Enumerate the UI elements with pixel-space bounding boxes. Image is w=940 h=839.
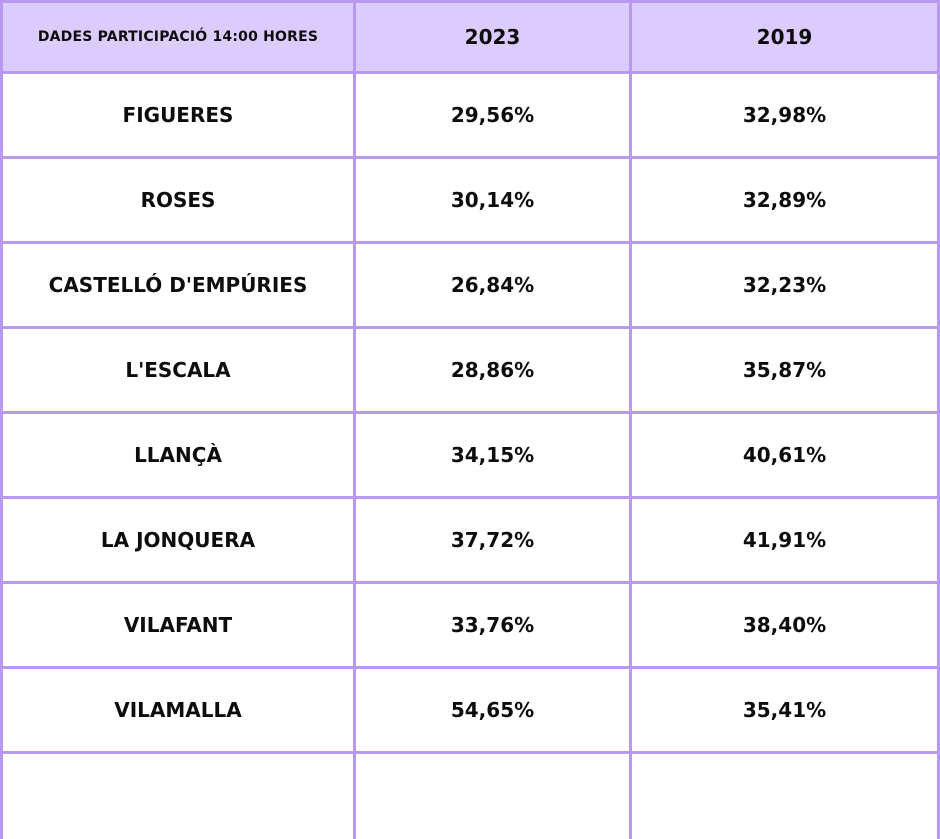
- municipality-cell: ROSES: [0, 159, 356, 244]
- value-2019-cell: 38,40%: [632, 584, 940, 669]
- value-2023-cell: 28,86%: [356, 329, 632, 414]
- value-2019-cell: 32,98%: [632, 74, 940, 159]
- table-row: CASTELLÓ D'EMPÚRIES 26,84% 32,23%: [0, 244, 940, 329]
- table-header-row: DADES PARTICIPACIÓ 14:00 HORES 2023 2019: [0, 0, 940, 74]
- value-2023-cell: 54,65%: [356, 669, 632, 754]
- table-row: LLANÇÀ 34,15% 40,61%: [0, 414, 940, 499]
- municipality-cell: LA JONQUERA: [0, 499, 356, 584]
- value-2019-cell: 35,87%: [632, 329, 940, 414]
- header-year-2023: 2023: [356, 0, 632, 74]
- value-2019-cell: 35,41%: [632, 669, 940, 754]
- value-2023-cell: 37,72%: [356, 499, 632, 584]
- value-2023-cell: 26,84%: [356, 244, 632, 329]
- municipality-cell: CASTELLÓ D'EMPÚRIES: [0, 244, 356, 329]
- municipality-cell: LLANÇÀ: [0, 414, 356, 499]
- empty-cell: [0, 754, 356, 839]
- table-row: LA JONQUERA 37,72% 41,91%: [0, 499, 940, 584]
- municipality-cell: VILAFANT: [0, 584, 356, 669]
- table-row: VILAFANT 33,76% 38,40%: [0, 584, 940, 669]
- value-2019-cell: 41,91%: [632, 499, 940, 584]
- table-row: VILAMALLA 54,65% 35,41%: [0, 669, 940, 754]
- table-row: ROSES 30,14% 32,89%: [0, 159, 940, 244]
- value-2019-cell: 32,89%: [632, 159, 940, 244]
- empty-cell: [356, 754, 632, 839]
- value-2019-cell: 32,23%: [632, 244, 940, 329]
- value-2023-cell: 29,56%: [356, 74, 632, 159]
- municipality-cell: FIGUERES: [0, 74, 356, 159]
- header-title-cell: DADES PARTICIPACIÓ 14:00 HORES: [0, 0, 356, 74]
- municipality-cell: VILAMALLA: [0, 669, 356, 754]
- table-row: L'ESCALA 28,86% 35,87%: [0, 329, 940, 414]
- table-row-partial: [0, 754, 940, 839]
- table-row: FIGUERES 29,56% 32,98%: [0, 74, 940, 159]
- municipality-cell: L'ESCALA: [0, 329, 356, 414]
- value-2023-cell: 33,76%: [356, 584, 632, 669]
- value-2023-cell: 30,14%: [356, 159, 632, 244]
- value-2023-cell: 34,15%: [356, 414, 632, 499]
- empty-cell: [632, 754, 940, 839]
- value-2019-cell: 40,61%: [632, 414, 940, 499]
- header-year-2019: 2019: [632, 0, 940, 74]
